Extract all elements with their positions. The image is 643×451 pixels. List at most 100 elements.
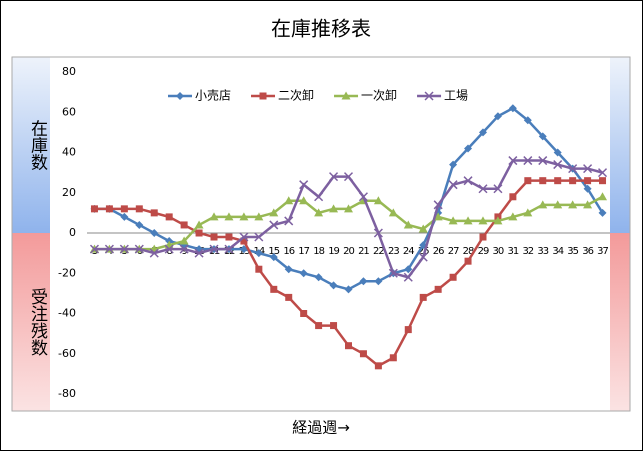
point [254,249,263,258]
point [210,233,218,241]
point [254,212,264,221]
x-tick-label: 15 [268,246,279,257]
positive-label: 在庫数 [27,119,48,170]
point [374,277,383,286]
point [343,172,354,182]
point [270,285,278,293]
x-tick-label: 16 [283,246,294,257]
point [553,148,562,157]
point [269,253,278,262]
point [135,205,143,213]
point [538,156,548,166]
point [568,200,578,209]
x-tick-label: 23 [388,246,399,257]
x-tick-label: 28 [463,246,474,257]
point [120,212,129,221]
point [508,104,517,113]
point [314,192,324,202]
point [299,196,309,205]
x-tick-label: 34 [552,246,563,257]
point [523,208,533,217]
point [433,200,443,210]
positive-band [12,57,50,233]
point [424,91,434,101]
series [89,192,608,253]
point [120,205,128,213]
negative-band-right [610,233,630,411]
point [285,293,293,301]
y-tick-label: -60 [58,347,76,360]
point [341,91,351,100]
x-tick-label: 22 [373,246,384,257]
point [195,229,203,237]
point [314,273,323,282]
x-tick-label: 36 [582,246,593,257]
positive-band-right [610,57,630,233]
legend-label: 二次卸 [278,88,314,103]
point [254,232,264,242]
point [373,228,383,238]
point [449,273,457,281]
point [344,285,353,294]
point [284,216,294,226]
point [314,208,324,217]
point [403,220,413,229]
point [119,244,129,254]
x-tick-label: 29 [478,246,489,257]
point [240,237,248,245]
point [478,216,488,225]
point [299,180,309,190]
point [509,193,517,201]
point [105,205,113,213]
point [538,200,548,209]
point [388,208,398,217]
point [434,285,442,293]
x-tick-label: 37 [597,246,608,257]
point [104,244,114,254]
point [194,220,204,229]
point [478,184,488,194]
point [463,176,473,186]
point [284,196,294,205]
point [524,177,532,185]
point [568,164,578,174]
point [359,277,368,286]
y-tick-label: 40 [62,146,76,159]
negative-label: 受注残数 [27,288,48,356]
point [150,229,159,237]
point [508,212,518,221]
point [419,293,427,301]
point [404,326,412,334]
point [345,342,352,350]
point [464,144,473,153]
x-tick-label: 31 [508,246,519,257]
point [329,281,338,290]
point [269,208,279,217]
point [493,184,503,194]
x-tick-label: 20 [343,246,354,257]
point [134,244,144,254]
point [479,233,487,241]
x-tick-label: 27 [448,246,459,257]
point [493,112,502,121]
point [358,192,368,202]
point [224,244,234,254]
x-tick-label: 24 [403,246,414,257]
point [209,244,219,254]
point [539,177,547,185]
point [464,257,472,265]
legend-label: 工場 [444,89,468,103]
point [478,128,487,137]
point [344,204,353,213]
y-tick-label: 20 [62,186,76,199]
point [315,322,323,330]
y-tick-label: 60 [62,105,76,118]
x-tick-label: 32 [522,246,533,257]
point [523,116,532,125]
point [150,209,158,217]
point [448,180,458,190]
point [388,268,398,278]
point [239,232,249,242]
